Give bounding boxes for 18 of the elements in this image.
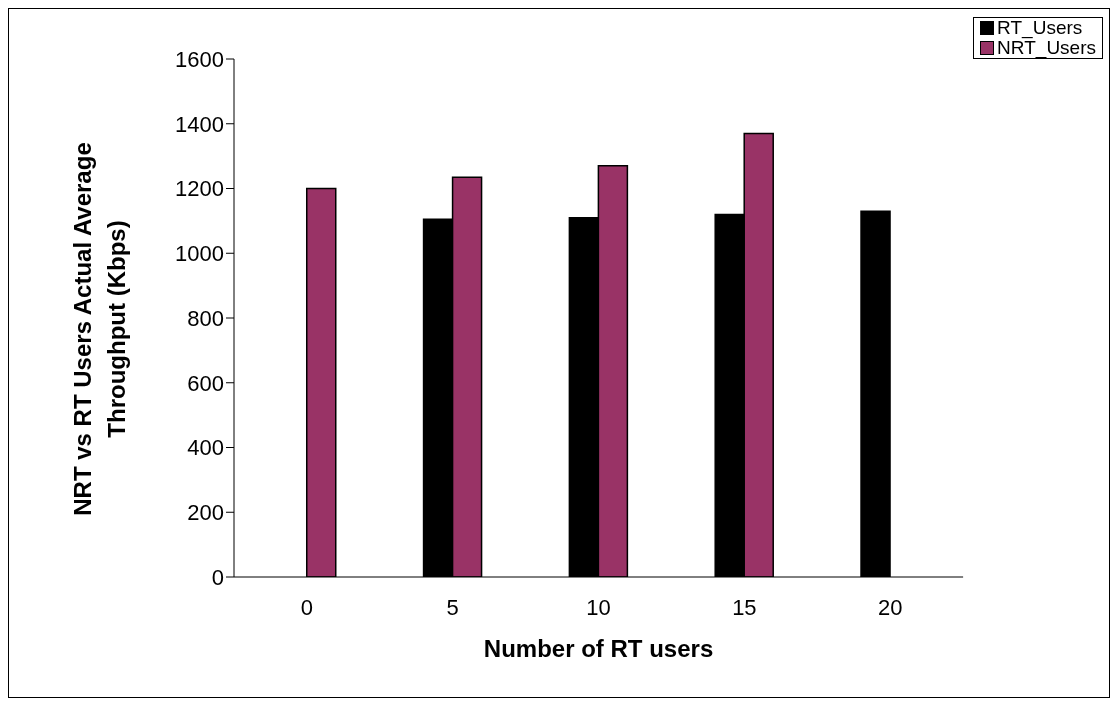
legend-label: RT_Users: [997, 17, 1083, 38]
y-tick-label: 400: [187, 435, 224, 461]
y-tick-label: 1000: [175, 241, 224, 267]
legend-label: NRT_Users: [997, 37, 1096, 58]
y-tick-label: 1600: [175, 46, 224, 72]
x-tick-label: 20: [877, 594, 903, 620]
y-tick-label: 600: [187, 370, 224, 396]
x-tick-label: 15: [732, 594, 757, 620]
y-tick-label: 800: [187, 305, 224, 331]
y-tick-label: 1400: [175, 111, 224, 137]
y-tick-label: 200: [187, 500, 224, 526]
y-axis-title: NRT vs RT Users Actual Average Throughput (Kbps): [69, 142, 130, 516]
x-tick-label: 5: [446, 594, 459, 620]
x-axis-title: Number of RT users: [483, 635, 714, 662]
y-tick-label: 0: [211, 564, 224, 590]
y-tick-label: 1200: [175, 176, 224, 202]
x-tick-label: 0: [300, 594, 314, 620]
x-tick-label: 10: [586, 594, 611, 620]
